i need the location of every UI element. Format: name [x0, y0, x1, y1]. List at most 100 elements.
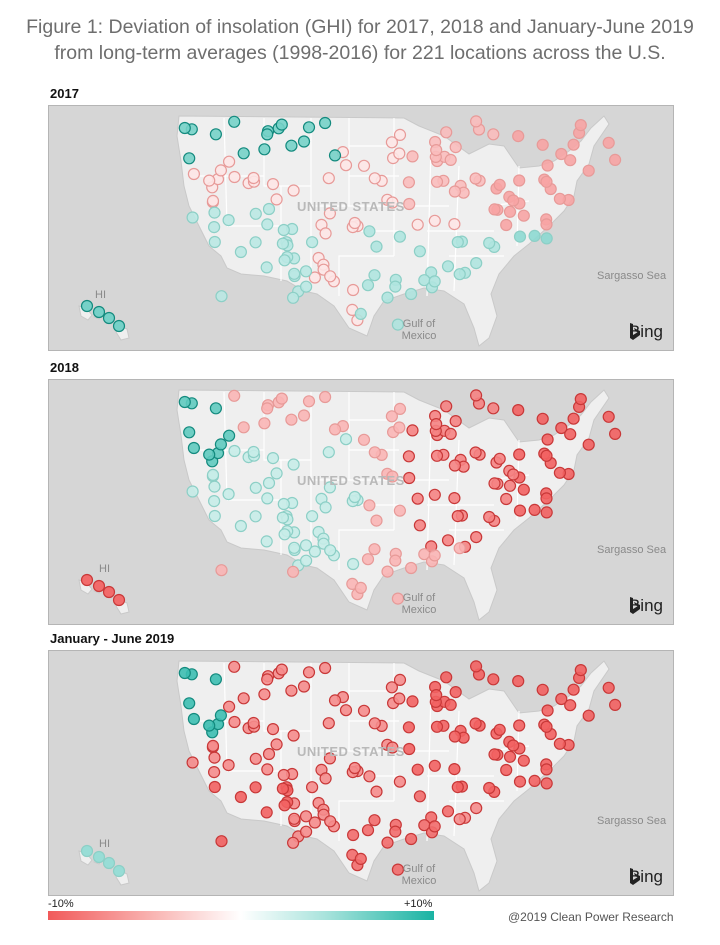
station-marker[interactable] [500, 492, 513, 506]
station-marker[interactable] [357, 704, 371, 717]
station-marker[interactable] [406, 695, 419, 708]
station-marker[interactable] [183, 697, 196, 710]
station-marker[interactable] [249, 510, 262, 523]
station-marker[interactable] [275, 392, 288, 405]
station-marker[interactable] [222, 487, 235, 501]
station-marker[interactable] [582, 164, 595, 177]
station-marker[interactable] [299, 810, 313, 823]
station-marker[interactable] [228, 444, 241, 458]
station-marker[interactable] [493, 452, 506, 465]
station-marker[interactable] [428, 214, 441, 227]
station-marker[interactable] [469, 446, 482, 459]
station-marker[interactable] [536, 412, 549, 425]
station-marker[interactable] [322, 172, 335, 185]
station-marker[interactable] [277, 223, 290, 237]
station-marker[interactable] [541, 159, 554, 172]
station-marker[interactable] [203, 719, 216, 732]
station-marker[interactable] [413, 245, 426, 258]
station-marker[interactable] [451, 781, 464, 794]
station-marker[interactable] [444, 153, 457, 167]
station-marker[interactable] [262, 202, 276, 216]
station-marker[interactable] [262, 476, 276, 490]
station-marker[interactable] [214, 438, 227, 451]
station-marker[interactable] [430, 175, 444, 188]
station-marker[interactable] [363, 770, 376, 783]
station-marker[interactable] [234, 790, 247, 804]
station-marker[interactable] [288, 812, 301, 825]
station-marker[interactable] [512, 404, 525, 417]
station-marker[interactable] [405, 832, 418, 846]
station-marker-hawaii[interactable] [92, 850, 106, 864]
station-marker[interactable] [370, 514, 383, 527]
station-marker[interactable] [440, 671, 453, 684]
station-marker[interactable] [500, 763, 513, 777]
station-marker[interactable] [297, 409, 311, 422]
station-marker[interactable] [448, 185, 461, 198]
station-marker[interactable] [300, 280, 313, 293]
station-marker[interactable] [411, 763, 424, 776]
station-marker[interactable] [451, 236, 464, 249]
station-marker[interactable] [347, 557, 360, 571]
station-marker[interactable] [208, 220, 221, 234]
station-marker[interactable] [308, 271, 321, 284]
station-marker-hawaii[interactable] [92, 305, 106, 319]
station-marker[interactable] [287, 291, 300, 304]
station-marker[interactable] [287, 729, 300, 742]
station-marker[interactable] [488, 748, 501, 761]
station-marker[interactable] [339, 433, 353, 446]
station-marker[interactable] [261, 402, 274, 415]
station-marker[interactable] [319, 772, 332, 785]
station-marker[interactable] [540, 175, 553, 188]
station-marker[interactable] [448, 459, 461, 472]
station-marker[interactable] [323, 752, 336, 765]
station-marker[interactable] [297, 680, 311, 693]
station-marker[interactable] [306, 236, 319, 249]
station-marker[interactable] [206, 468, 220, 482]
station-marker[interactable] [406, 150, 419, 163]
station-marker[interactable] [319, 661, 332, 675]
station-marker[interactable] [285, 139, 298, 152]
station-marker[interactable] [553, 466, 566, 479]
station-marker[interactable] [487, 402, 500, 415]
station-marker[interactable] [208, 235, 221, 249]
station-marker[interactable] [411, 218, 424, 231]
station-marker[interactable] [354, 852, 367, 865]
station-marker[interactable] [393, 147, 406, 160]
station-marker-hawaii[interactable] [112, 864, 126, 878]
station-marker[interactable] [270, 193, 283, 206]
station-marker[interactable] [536, 683, 549, 696]
station-marker[interactable] [385, 681, 398, 694]
station-marker[interactable] [428, 759, 441, 772]
station-marker[interactable] [324, 815, 337, 828]
station-marker[interactable] [249, 207, 262, 220]
station-marker[interactable] [319, 501, 332, 514]
station-marker[interactable] [323, 481, 336, 494]
station-marker[interactable] [223, 155, 236, 168]
station-marker[interactable] [500, 218, 513, 232]
station-marker[interactable] [386, 470, 399, 483]
station-marker[interactable] [487, 673, 500, 686]
station-marker[interactable] [270, 738, 283, 751]
station-marker[interactable] [258, 688, 271, 701]
station-marker[interactable] [483, 510, 496, 524]
station-marker[interactable] [308, 545, 321, 558]
station-marker[interactable] [553, 192, 566, 205]
station-marker[interactable] [209, 128, 222, 141]
station-marker-hawaii[interactable] [80, 299, 94, 313]
station-marker[interactable] [503, 750, 517, 763]
station-marker[interactable] [302, 666, 316, 679]
station-marker[interactable] [215, 290, 228, 303]
station-marker[interactable] [582, 709, 595, 722]
station-marker[interactable] [206, 739, 220, 753]
station-marker[interactable] [507, 194, 520, 207]
station-marker[interactable] [186, 211, 199, 224]
station-marker[interactable] [322, 717, 335, 730]
station-marker[interactable] [470, 115, 483, 128]
station-marker[interactable] [567, 138, 580, 151]
map-2019[interactable]: UNITED STATES HI Sargasso Sea Gulf of Me… [48, 650, 674, 896]
station-marker[interactable] [361, 824, 375, 837]
station-marker[interactable] [348, 761, 361, 775]
station-marker[interactable] [306, 510, 319, 523]
station-marker[interactable] [430, 417, 443, 431]
station-marker-hawaii[interactable] [80, 844, 94, 858]
